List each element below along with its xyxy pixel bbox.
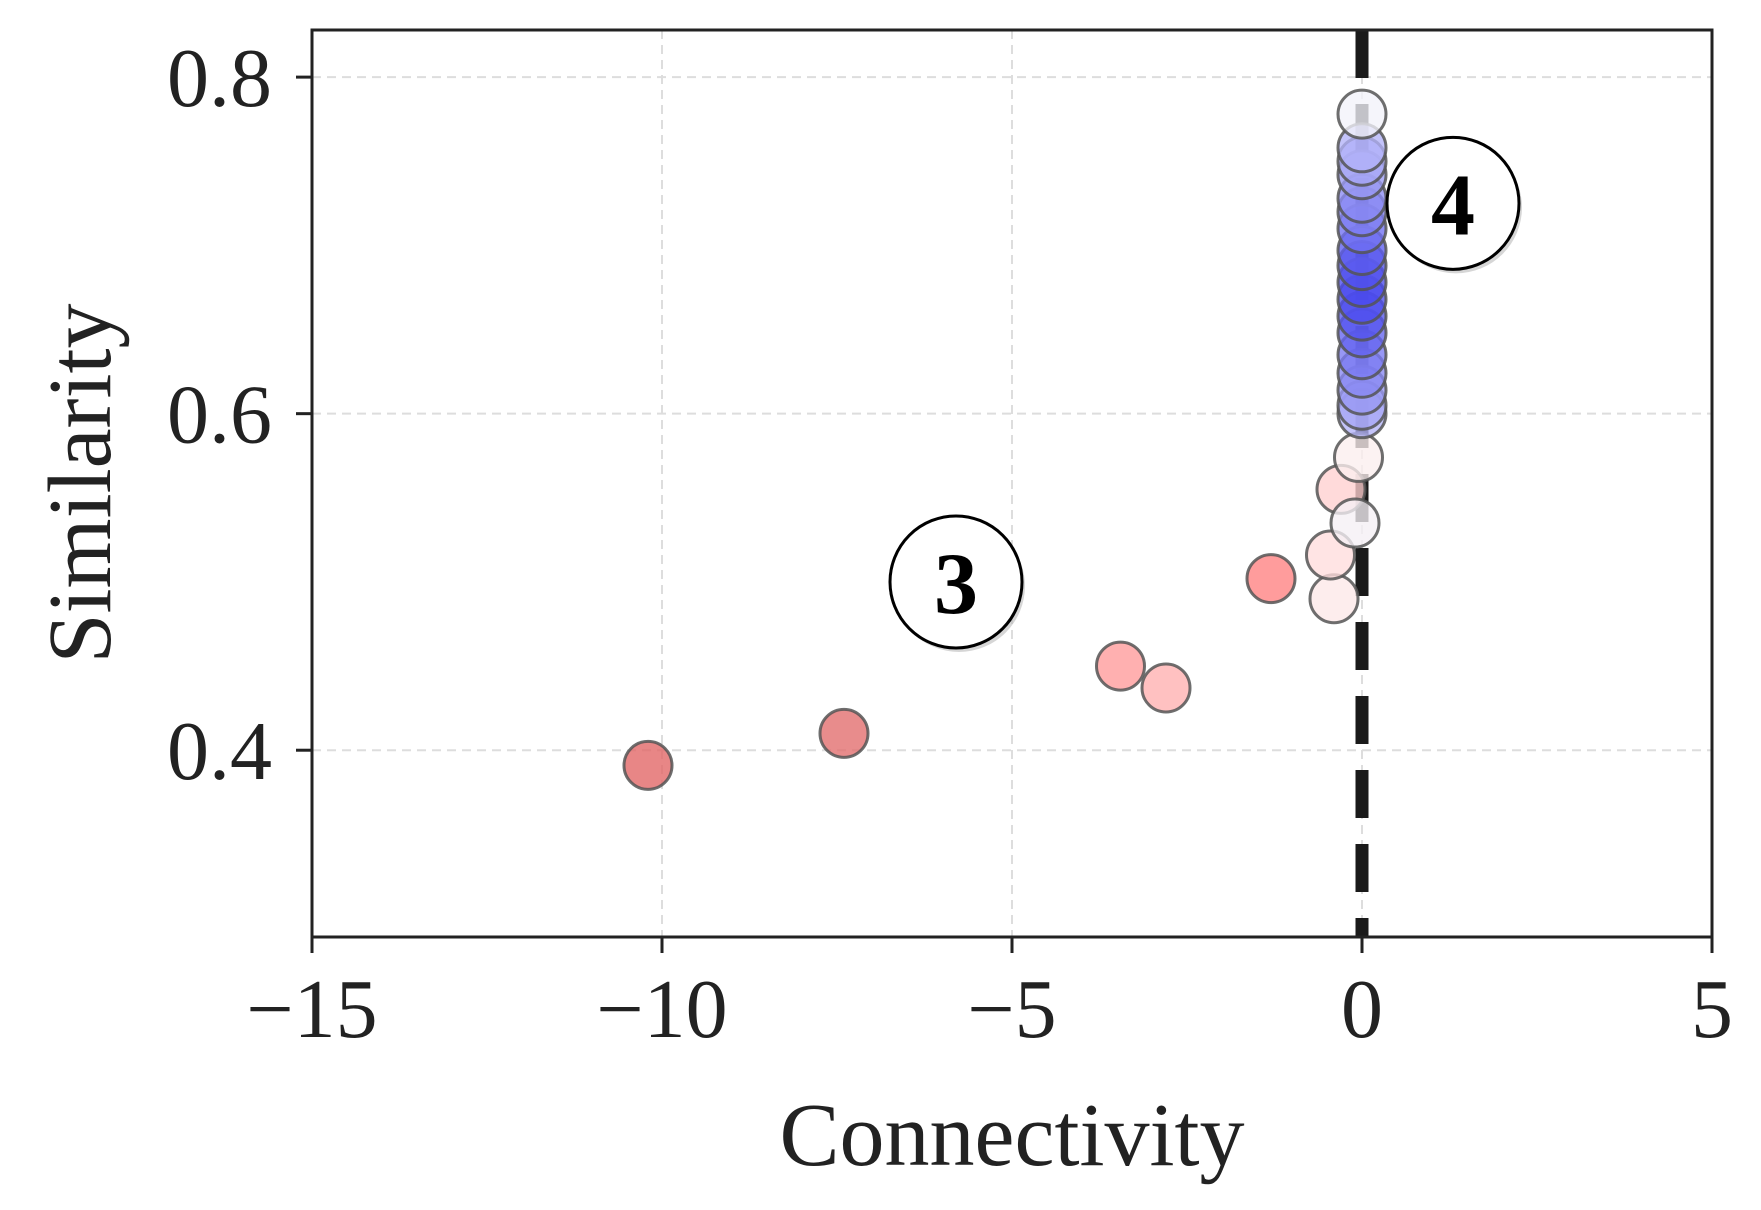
scatter-point [1329,497,1381,549]
annotation-circle [1385,135,1521,271]
scatter-point [1140,662,1192,714]
scatter-point [1245,553,1297,605]
x-axis-label: Connectivity [780,1086,1245,1185]
y-tick-label: 0.4 [167,705,272,798]
scatter-point [1333,431,1384,483]
x-tick-label: 0 [1341,963,1383,1056]
y-tick-label: 0.8 [167,32,272,125]
scatter-points [622,88,1388,791]
annotation-label: 3 [934,536,978,633]
x-tick-label: −15 [246,963,377,1056]
annotation-label: 4 [1431,157,1475,254]
x-tick-label: −5 [967,963,1056,1056]
y-axis-label: Similarity [31,304,130,664]
annotations: 34 [888,135,1522,652]
annotation-circle [888,514,1024,650]
scatter-point [1095,640,1146,692]
scatter-point [818,707,870,759]
x-tick-label: −10 [596,963,727,1056]
y-tick-label: 0.6 [167,369,272,462]
scatter-point [1336,88,1388,140]
x-tick-label: 5 [1691,963,1733,1056]
scatter-point [622,739,674,791]
axis-ticks: −15 −10 −5 0 5 0.4 0.6 0.8 [167,32,1733,1056]
scatter-point [1308,573,1360,625]
